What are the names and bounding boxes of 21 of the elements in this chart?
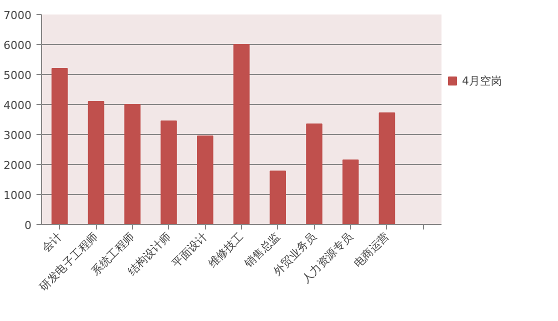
bar <box>197 136 214 224</box>
bar <box>233 44 250 224</box>
y-tick-label: 5000 <box>4 69 32 82</box>
x-tick-label: 平面设计 <box>169 230 210 270</box>
bar <box>270 170 286 224</box>
y-tick-label: 1000 <box>4 189 32 202</box>
y-tick-label: 3000 <box>4 129 32 142</box>
bar <box>342 160 359 224</box>
bar <box>306 124 322 224</box>
y-tick-label: 2000 <box>4 159 32 172</box>
bar <box>160 120 177 224</box>
bar <box>52 68 68 224</box>
bar <box>88 101 104 224</box>
y-tick-label: 6000 <box>4 39 32 52</box>
y-tick-label: 0 <box>24 219 32 232</box>
y-tick-label: 4000 <box>4 99 32 112</box>
y-tick-label: 7000 <box>4 9 32 22</box>
bar <box>124 104 141 224</box>
x-tick-label: 会计 <box>40 230 64 255</box>
bar <box>378 112 396 224</box>
legend-label: 4月空岗 <box>462 73 502 88</box>
